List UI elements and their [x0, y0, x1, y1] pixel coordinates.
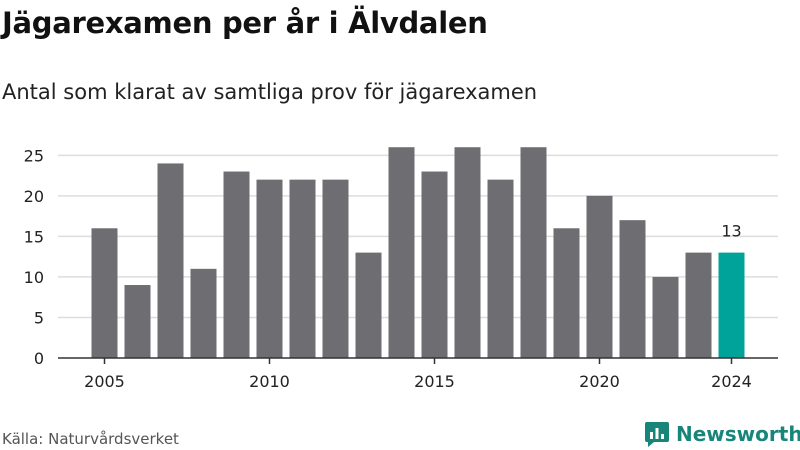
- x-axis: 2005 2010 2015 2020 2024: [58, 357, 778, 391]
- data-label-2024: 13: [721, 222, 741, 241]
- bar-2012: [322, 179, 349, 358]
- bar-2006: [124, 285, 151, 358]
- bar-2015: [421, 171, 448, 358]
- bar-2023: [685, 252, 712, 358]
- source-note: Källa: Naturvårdsverket: [2, 430, 179, 448]
- bars: [91, 147, 745, 358]
- bar-2009: [223, 171, 250, 358]
- newsworthy-chart-icon: [645, 422, 669, 447]
- newsworthy-logo: Newsworthy: [644, 420, 800, 448]
- y-tick-label-5: 5: [34, 308, 44, 327]
- bar-2016: [454, 147, 481, 358]
- bar-2011: [289, 179, 316, 358]
- x-tick-label-2015: 2015: [414, 372, 455, 391]
- chart-title: Jägarexamen per år i Älvdalen: [2, 6, 488, 40]
- bar-2010: [256, 179, 283, 358]
- bar-2022: [652, 276, 679, 358]
- y-tick-label-10: 10: [24, 268, 44, 287]
- y-tick-label-20: 20: [24, 187, 44, 206]
- chart-subtitle: Antal som klarat av samtliga prov för jä…: [2, 80, 538, 104]
- bar-2021: [619, 220, 646, 358]
- bar-2017: [487, 179, 514, 358]
- x-tick-label-2020: 2020: [579, 372, 620, 391]
- bar-2024: [718, 252, 745, 358]
- bar-2014: [388, 147, 415, 358]
- bar-2018: [520, 147, 547, 358]
- bar-2008: [190, 268, 217, 358]
- bar-2020: [586, 195, 613, 358]
- y-tick-label-25: 25: [24, 146, 44, 165]
- bar-2007: [157, 163, 184, 358]
- y-tick-label-15: 15: [24, 227, 44, 246]
- x-tick-label-2010: 2010: [249, 372, 290, 391]
- bar-2005: [91, 228, 118, 358]
- bar-2013: [355, 252, 382, 358]
- brand-name: Newsworthy: [676, 422, 800, 446]
- x-tick-label-2024: 2024: [711, 372, 752, 391]
- x-tick-label-2005: 2005: [84, 372, 125, 391]
- y-axis-ticks: 0 5 10 15 20 25: [24, 146, 44, 368]
- y-tick-label-0: 0: [34, 349, 44, 368]
- data-labels: 13: [721, 222, 741, 241]
- bar-2019: [553, 228, 580, 358]
